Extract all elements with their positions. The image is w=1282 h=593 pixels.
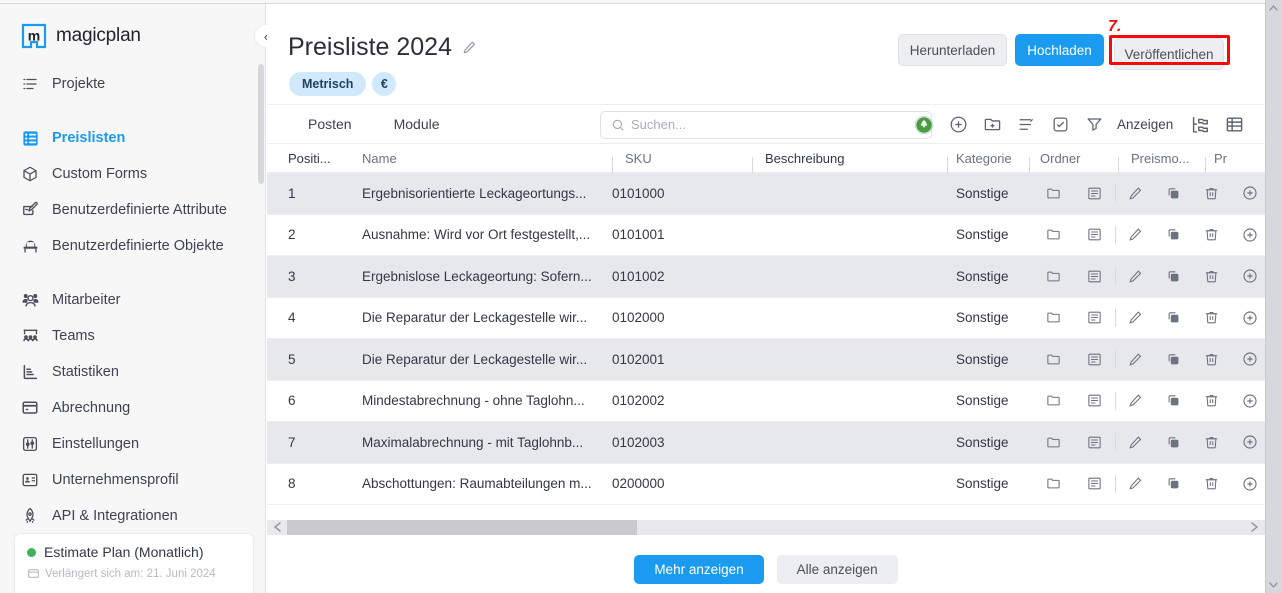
svg-text:m: m — [28, 28, 40, 44]
